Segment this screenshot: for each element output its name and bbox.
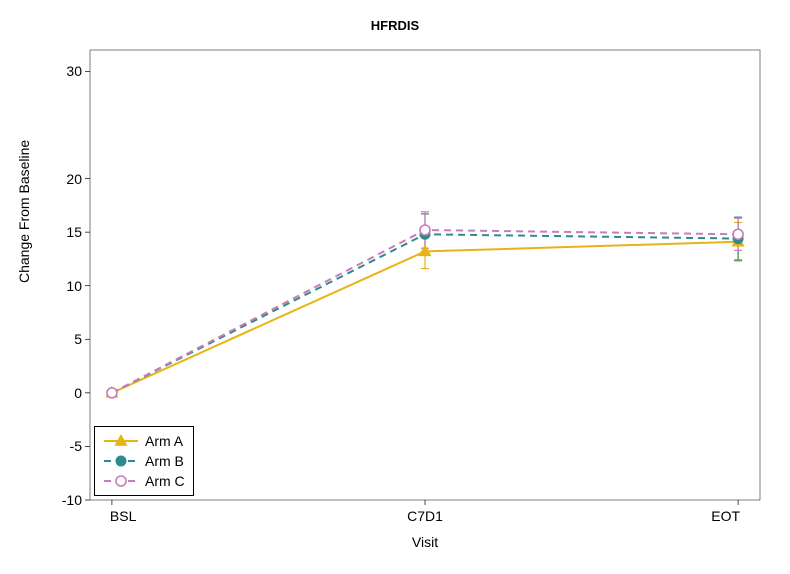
- y-tick: 10: [66, 278, 82, 294]
- y-tick: 0: [74, 385, 82, 401]
- legend-item: Arm A: [103, 431, 185, 451]
- y-tick: 20: [66, 171, 82, 187]
- x-tick: EOT: [680, 508, 740, 524]
- legend-label: Arm C: [145, 473, 185, 489]
- x-tick: C7D1: [395, 508, 455, 524]
- y-tick: 15: [66, 224, 82, 240]
- legend-swatch: [103, 471, 139, 491]
- legend-item: Arm B: [103, 451, 185, 471]
- y-tick: -10: [62, 492, 82, 508]
- legend-swatch: [103, 451, 139, 471]
- legend: Arm A Arm B Arm C: [94, 426, 194, 496]
- legend-item: Arm C: [103, 471, 185, 491]
- chart-container: HFRDIS Change From Baseline Visit -10-50…: [0, 0, 790, 574]
- legend-label: Arm A: [145, 433, 183, 449]
- y-tick: 30: [66, 63, 82, 79]
- y-tick: 5: [74, 331, 82, 347]
- x-tick: BSL: [110, 508, 170, 524]
- legend-swatch: [103, 431, 139, 451]
- legend-label: Arm B: [145, 453, 184, 469]
- y-tick: -5: [70, 438, 82, 454]
